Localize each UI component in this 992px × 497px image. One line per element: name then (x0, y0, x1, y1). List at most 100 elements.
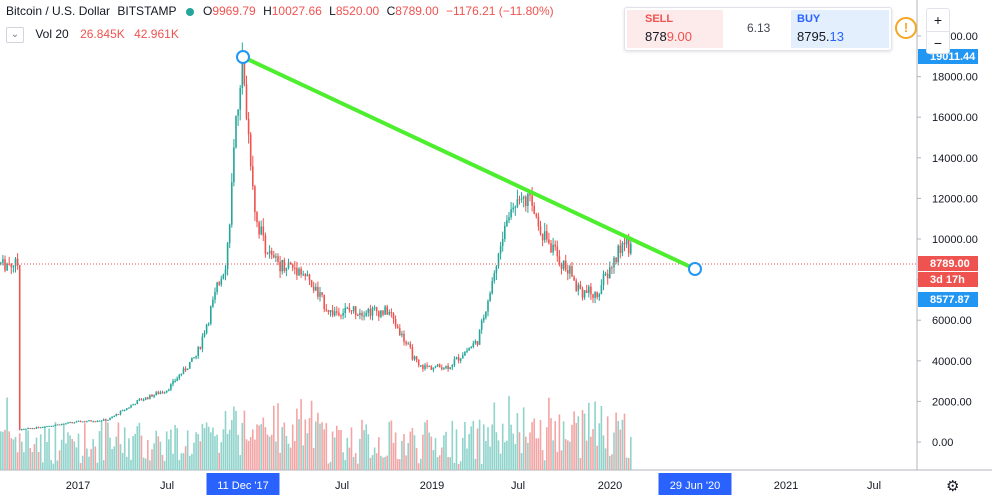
candle-body (170, 384, 172, 390)
candle-body (573, 276, 575, 281)
volume-bar (375, 453, 378, 470)
candle-body (533, 205, 535, 215)
candle-body (464, 352, 466, 356)
candle-body (163, 392, 166, 394)
volume-bar (342, 452, 344, 470)
volume-bar (413, 435, 416, 470)
candle-body (590, 286, 592, 295)
candle-body (273, 254, 275, 258)
volume-bar (281, 427, 283, 470)
chevron-down-icon[interactable]: ⌄ (6, 27, 24, 43)
volume-bar (134, 433, 136, 470)
volume-bar (233, 406, 235, 470)
candle-body (420, 365, 422, 367)
volume-bar (550, 418, 552, 470)
candle-body (617, 245, 619, 263)
volume-bar (184, 446, 187, 470)
volume-bar (228, 429, 231, 470)
volume-bar (180, 453, 183, 470)
volume-bar (504, 442, 506, 470)
volume-bar (245, 439, 248, 470)
volume-bar (621, 419, 624, 470)
open-label: O (202, 4, 213, 18)
candle-body (222, 274, 225, 279)
candle-body (54, 424, 57, 426)
volume-bar (319, 423, 321, 470)
sell-price: 8789.00 (645, 29, 693, 44)
plus-icon[interactable]: + (933, 12, 943, 28)
candle-body (212, 299, 214, 307)
volume-bar (336, 425, 338, 470)
candle-body (567, 270, 569, 274)
volume-bar (94, 446, 97, 470)
candle-body (609, 267, 611, 279)
volume-bar (573, 411, 575, 470)
volume-bar (497, 440, 500, 470)
volume-bar (48, 428, 50, 470)
candle-body (256, 212, 258, 223)
x-tick-label: 29 Jun '20 (670, 480, 720, 492)
volume-bar (625, 457, 628, 470)
symbol-name[interactable]: Bitcoin / U.S. Dollar (6, 4, 111, 18)
volume-bar (590, 436, 592, 470)
minus-icon[interactable]: − (927, 31, 949, 54)
volume-bar (100, 421, 103, 470)
volume-bar (157, 436, 160, 470)
candle-body (306, 274, 309, 277)
sell-button[interactable]: SELL 8789.00 (627, 10, 723, 48)
candle-body (434, 366, 437, 368)
candle-body (161, 392, 164, 394)
volume-bar (522, 407, 525, 470)
volume-bar (384, 456, 386, 470)
volume-bar (193, 442, 195, 470)
trendline-start-handle[interactable] (236, 50, 250, 64)
trendline-end-handle[interactable] (688, 262, 702, 276)
volume-bar (564, 439, 567, 470)
volume-bar (583, 413, 586, 470)
volume-bar (585, 440, 588, 470)
x-tick-label: 2017 (66, 480, 90, 492)
candle-body (606, 273, 609, 279)
buy-button[interactable]: BUY 8795.13 (791, 10, 889, 48)
info-icon[interactable]: ! (895, 17, 917, 39)
volume-bar (302, 445, 304, 470)
candle-body (6, 263, 8, 271)
candle-body (333, 311, 336, 316)
gear-icon[interactable]: ⚙ (946, 478, 960, 495)
volume-bar (56, 460, 59, 470)
volume-bar (58, 450, 61, 470)
volume-label[interactable]: Vol 20 (35, 27, 69, 42)
volume-bar (300, 399, 302, 470)
candle-body (296, 267, 298, 276)
close-value: 8789.00 (395, 4, 439, 18)
price-axis-label-text: 8789.00 (930, 258, 970, 270)
candle-body (317, 286, 319, 297)
volume-bar (285, 435, 288, 470)
volume-bar (218, 452, 220, 470)
candle-body (405, 341, 407, 344)
volume-bar (308, 418, 311, 470)
volume-bar (422, 434, 424, 470)
volume-bar (609, 456, 611, 470)
candle-body (478, 329, 481, 345)
volume-bar (39, 434, 42, 470)
candle-body (233, 147, 235, 183)
candle-body (270, 250, 273, 255)
volume-bar (554, 421, 556, 470)
x-tick-label: Jul (867, 480, 881, 492)
volume-bar (417, 463, 420, 470)
trendline[interactable] (242, 55, 696, 271)
candle-body (199, 347, 202, 349)
volume-bar (231, 419, 233, 470)
candle-body (262, 226, 265, 236)
volume-bar (275, 441, 277, 470)
price-scale[interactable] (917, 0, 992, 497)
x-tick-label: Jul (335, 480, 349, 492)
candle-body (86, 421, 88, 423)
candle-body (25, 428, 27, 430)
candle-body (354, 306, 357, 315)
spread-value: 6.13 (747, 21, 771, 35)
volume-bar (489, 446, 491, 470)
candle-body (195, 355, 197, 358)
